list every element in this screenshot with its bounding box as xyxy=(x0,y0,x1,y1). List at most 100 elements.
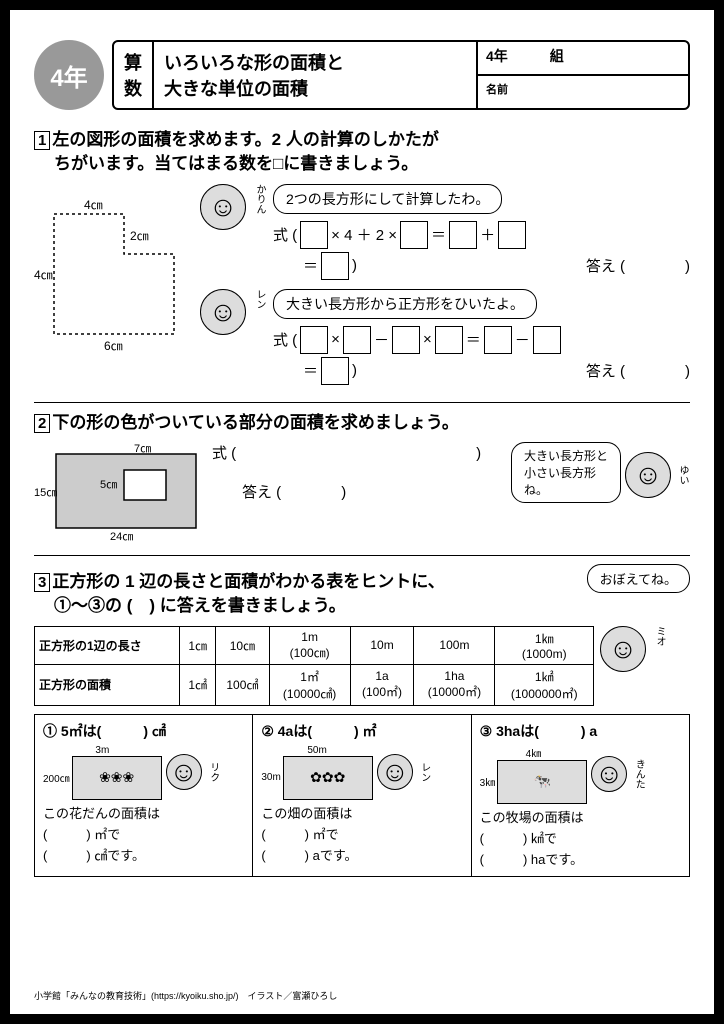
mio-bubble: おぼえてね。 xyxy=(587,564,690,593)
input-box[interactable] xyxy=(300,221,328,249)
grade-badge: 4年 xyxy=(34,40,104,110)
row-header: 正方形の1辺の長さ xyxy=(35,626,180,664)
input-box[interactable] xyxy=(300,326,328,354)
q3-heading-row: 3正方形の 1 辺の長さと面積がわかる表をヒントに、 ①〜③の ( ) に答えを… xyxy=(34,564,690,626)
subject-char1: 算 xyxy=(124,49,142,75)
op-plus: ＋ xyxy=(480,224,495,245)
grade-text: 4年 xyxy=(486,48,508,64)
yui-bubble: 大きい長方形と小さい長方形ね。 xyxy=(511,442,621,503)
subject-char2: 数 xyxy=(124,75,142,101)
op-eq: ＝ xyxy=(466,329,481,350)
ren-row: レン 大きい長方形から正方形をひいたよ。 式 (×－×＝－ ＝) 答え ( ) xyxy=(200,289,690,388)
shiki-label: 式 ( xyxy=(212,445,236,462)
shiki-label: 式 ( xyxy=(273,224,297,245)
child-face-icon xyxy=(591,756,627,792)
sub-q-title[interactable]: ② 4aは( ) ㎡ xyxy=(261,721,462,741)
q2-body: 7㎝ 5㎝ 15㎝ 24㎝ 式 () 答え ( ) 大きい長方形と小さい長方形ね… xyxy=(34,442,690,547)
child-name: レン xyxy=(417,762,432,782)
input-box[interactable] xyxy=(392,326,420,354)
table-cell: 10㎝ xyxy=(216,626,269,664)
op-eq: ＝ xyxy=(303,255,318,276)
yui-face-icon xyxy=(625,452,671,498)
input-box[interactable] xyxy=(484,326,512,354)
input-box[interactable] xyxy=(435,326,463,354)
q1-text2: ちがいます。当てはまる数を□に書きましょう。 xyxy=(54,154,418,173)
shiki-label: 式 ( xyxy=(273,329,297,350)
op-eq: ＝ xyxy=(303,360,318,381)
kotae-label: 答え ( xyxy=(242,484,281,501)
answer-field[interactable]: 答え ( ) xyxy=(586,360,690,381)
title-line2: 大きな単位の面積 xyxy=(164,75,466,101)
q2-answers: 式 () 答え ( ) xyxy=(212,442,503,502)
row-header: 正方形の面積 xyxy=(35,664,180,705)
sub-q-answer-lines[interactable]: この畑の面積は( ) ㎡で( ) aです。 xyxy=(261,804,462,866)
title-box: 算 数 いろいろな形の面積と 大きな単位の面積 4年 組 名前 xyxy=(112,40,690,110)
sub-q-figure: 50m 30m✿✿✿ レン xyxy=(261,745,462,800)
input-box[interactable] xyxy=(321,357,349,385)
q1-body: 4㎝ 2㎝ 4㎝ 6㎝ かりん 2つの長方形にして計算したわ。 式 (× 4 ＋… xyxy=(34,184,690,394)
input-box[interactable] xyxy=(498,221,526,249)
op-minus: － xyxy=(374,329,389,350)
kotae-label: 答え ( xyxy=(586,258,625,275)
q3-text1: 正方形の 1 辺の長さと面積がわかる表をヒントに、 xyxy=(52,572,444,591)
table-cell: 1㎠ xyxy=(180,664,216,705)
svg-text:4㎝: 4㎝ xyxy=(84,198,103,212)
karin-name: かりん xyxy=(252,184,267,214)
divider xyxy=(34,555,690,556)
table-row: 正方形の1辺の長さ 1㎝ 10㎝ 1m (100㎝) 10m 100m 1㎞ (… xyxy=(35,626,594,664)
table-cell: 1ha (10000㎡) xyxy=(414,664,495,705)
close-paren: ) xyxy=(352,257,357,274)
input-box[interactable] xyxy=(321,252,349,280)
yui-group: 大きい長方形と小さい長方形ね。 ゆい xyxy=(511,442,690,507)
sub-q-figure: 4㎞ 3㎞🐄 きんた xyxy=(480,745,681,804)
table-cell: 1㎞ (1000m) xyxy=(495,626,594,664)
table-cell: 1㎡ (10000㎠) xyxy=(269,664,350,705)
svg-text:15㎝: 15㎝ xyxy=(34,487,57,499)
input-box[interactable] xyxy=(343,326,371,354)
karin-face-icon xyxy=(200,184,246,230)
karin-bubble: 2つの長方形にして計算したわ。 xyxy=(273,184,502,214)
footer-credit: 小学館「みんなの教育技術」(https://kyoiku.sho.jp/) イラ… xyxy=(34,989,337,1002)
karin-eq2: ＝) 答え ( ) xyxy=(273,252,690,280)
sub-q-answer-lines[interactable]: この花だんの面積は( ) ㎡で( ) ㎠です。 xyxy=(43,804,244,866)
lesson-title: いろいろな形の面積と 大きな単位の面積 xyxy=(154,42,478,108)
sub-q-answer-lines[interactable]: この牧場の面積は( ) ㎢で( ) haです。 xyxy=(480,808,681,870)
table-cell: 100㎠ xyxy=(216,664,269,705)
q2-text: 下の形の色がついている部分の面積を求めましょう。 xyxy=(52,413,458,432)
close-paren: ) xyxy=(352,362,357,379)
svg-text:7㎝: 7㎝ xyxy=(134,443,151,455)
area-table: 正方形の1辺の長さ 1㎝ 10㎝ 1m (100㎝) 10m 100m 1㎞ (… xyxy=(34,626,594,706)
q3-heading: 3正方形の 1 辺の長さと面積がわかる表をヒントに、 ①〜③の ( ) に答えを… xyxy=(34,570,579,618)
class-row: 4年 組 xyxy=(478,42,688,76)
divider xyxy=(34,402,690,403)
sub-q-title[interactable]: ③ 3haは( ) a xyxy=(480,721,681,741)
child-face-icon xyxy=(377,754,413,790)
q2-kotae[interactable]: 答え ( ) xyxy=(212,481,503,502)
sub-question: ① 5㎡は( ) ㎠ 3m 200㎝❀❀❀ リク この花だんの面積は( ) ㎡で… xyxy=(34,714,253,877)
ren-eq2: ＝) 答え ( ) xyxy=(273,357,690,385)
table-cell: 10m xyxy=(350,626,414,664)
q3-number: 3 xyxy=(34,573,50,592)
student-info: 4年 組 名前 xyxy=(478,42,688,108)
answer-field[interactable]: 答え ( ) xyxy=(586,255,690,276)
name-label: 名前 xyxy=(486,84,508,96)
mio-name: ミオ xyxy=(652,626,667,646)
q1-text1: 左の図形の面積を求めます。2 人の計算のしかたが xyxy=(52,130,438,149)
sub-question: ③ 3haは( ) a 4㎞ 3㎞🐄 きんた この牧場の面積は( ) ㎢で( )… xyxy=(472,714,690,877)
q2-number: 2 xyxy=(34,414,50,433)
q3-table-row: 正方形の1辺の長さ 1㎝ 10㎝ 1m (100㎝) 10m 100m 1㎞ (… xyxy=(34,626,690,714)
input-box[interactable] xyxy=(449,221,477,249)
karin-eq1: 式 (× 4 ＋ 2 ×＝＋ xyxy=(273,221,690,249)
table-cell: 1a (100㎡) xyxy=(350,664,414,705)
svg-text:5㎝: 5㎝ xyxy=(100,479,117,491)
sub-q-title[interactable]: ① 5㎡は( ) ㎠ xyxy=(43,721,244,741)
subject-label: 算 数 xyxy=(114,42,154,108)
input-box[interactable] xyxy=(400,221,428,249)
q1-shape: 4㎝ 2㎝ 4㎝ 6㎝ xyxy=(34,184,194,394)
op-times: × xyxy=(331,331,340,348)
input-box[interactable] xyxy=(533,326,561,354)
q2-shiki[interactable]: 式 () xyxy=(212,442,503,463)
child-face-icon xyxy=(166,754,202,790)
q1-heading: 1左の図形の面積を求めます。2 人の計算のしかたが ちがいます。当てはまる数を□… xyxy=(34,128,690,176)
op-eq: ＝ xyxy=(431,224,446,245)
